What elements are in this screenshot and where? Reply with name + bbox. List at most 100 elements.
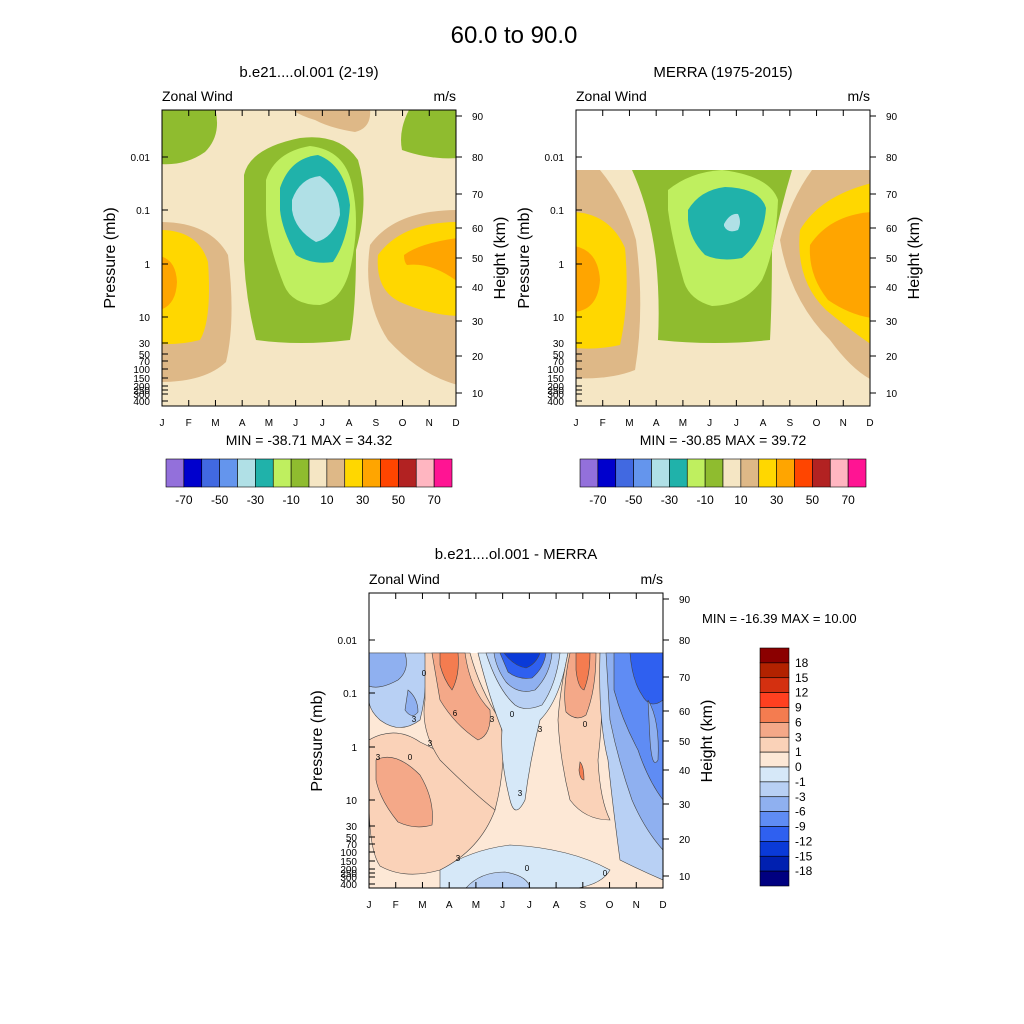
panel-merra-axes: J F M A M J J A S O N D0.010.1110305070100150200250… [545,110,898,429]
colorbar-label: -6 [795,805,806,819]
colorbar-box [308,458,328,488]
x-tick-label: M [418,900,426,911]
x-tick-label: S [372,418,379,429]
y-tick-label: 0.01 [338,636,358,647]
colorbar-box [776,458,795,488]
y2-tick-label: 90 [472,112,484,123]
colorbar-box [794,458,813,488]
y2-tick-label: 20 [886,352,898,363]
panel-model-colorbar: -70 -50 -30 -10 10 30 50 70 [165,458,453,507]
y-tick-label: 0.1 [343,689,357,700]
colorbar-label: -12 [795,834,813,848]
colorbar-label: 1 [795,745,802,759]
x-tick-label: O [813,418,821,429]
panel-diff-ylabel-right: Height (km) [699,700,716,783]
colorbar-label: 18 [795,656,809,670]
panel-diff: b.e21....ol.001 - MERRA Zonal Wind m/s [309,546,857,911]
colorbar-box [686,458,706,488]
colorbar-label: -18 [795,864,813,878]
y-tick-label: 1 [558,260,564,271]
x-tick-label: M [679,418,687,429]
colorbar-label: -50 [211,493,229,507]
panel-merra-variable: Zonal Wind [576,88,647,104]
x-tick-label: A [346,418,353,429]
y2-tick-label: 90 [886,112,898,123]
contour-label: 0 [603,869,608,878]
panel-merra-field [576,110,870,406]
colorbar-label: 30 [356,493,370,507]
colorbar-box [847,458,867,488]
colorbar-label: -30 [661,493,679,507]
colorbar-label: -10 [282,493,300,507]
x-tick-label: A [553,900,560,911]
y-tick-label: 300 [547,390,564,401]
colorbar-box [219,458,238,488]
y-tick-label: 10 [346,796,358,807]
colorbar-label: 70 [841,493,855,507]
x-tick-label: A [653,418,660,429]
colorbar-label: 10 [320,493,334,507]
colorbar-box [669,458,688,488]
colorbar-box [380,458,399,488]
colorbar-box [759,677,790,693]
colorbar-box [759,736,790,753]
panel-model-ylabel: Pressure (mb) [102,207,119,308]
colorbar-box [290,458,310,488]
colorbar-box [255,458,274,488]
colorbar-label: 9 [795,701,802,715]
colorbar-box [615,458,634,488]
colorbar-label: 15 [795,671,809,685]
panel-diff-variable: Zonal Wind [369,571,440,587]
y2-tick-label: 40 [679,766,691,777]
colorbar-box [759,811,790,827]
y-tick-label: 50 [346,833,358,844]
y2-tick-label: 80 [472,153,484,164]
colorbar-box [759,722,790,738]
contour-label: 3 [518,789,523,798]
panel-merra-units: m/s [847,88,870,104]
x-tick-label: F [186,418,192,429]
y-tick-label: 100 [133,365,150,376]
colorbar-box [183,458,203,488]
x-tick-label: J [574,418,579,429]
y2-tick-label: 90 [679,595,691,606]
y-tick-label: 30 [553,339,565,350]
panel-model-ylabel-right: Height (km) [492,217,509,300]
y-tick-label: 250 [340,869,357,880]
x-tick-label: N [633,900,640,911]
y2-tick-label: 60 [472,224,484,235]
x-tick-label: D [452,418,459,429]
y-tick-label: 0.01 [131,153,151,164]
contour-label: 0 [422,669,427,678]
colorbar-label: -70 [175,493,193,507]
colorbar-label: -10 [696,493,714,507]
x-tick-label: J [500,900,505,911]
x-tick-label: A [239,418,246,429]
colorbar-label: 3 [795,730,802,744]
colorbar-label: 30 [770,493,784,507]
x-tick-label: J [320,418,325,429]
x-tick-label: J [367,900,372,911]
colorbar-label: -50 [625,493,643,507]
y2-tick-label: 20 [679,835,691,846]
y-tick-label: 200 [133,382,150,393]
colorbar-box [165,458,185,488]
colorbar-box [758,458,777,488]
panel-merra-ylabel-right: Height (km) [906,217,923,300]
panel-model-axes: J F M A M J J A S O N D0.010.1110305070100150200250… [131,110,484,429]
colorbar-box [759,707,790,723]
colorbar-box [812,458,831,488]
y-tick-label: 0.01 [545,153,565,164]
colorbar-label: -30 [247,493,265,507]
y2-tick-label: 70 [886,190,898,201]
colorbar-label: -15 [795,849,813,863]
panel-merra: MERRA (1975-2015) Zonal Wind m/s J F M A M J J… [516,64,923,507]
colorbar-box [759,870,790,887]
x-tick-label: N [840,418,847,429]
contour-label: 0 [525,864,530,873]
contour-label: 0 [583,720,588,729]
y2-tick-label: 50 [886,254,898,265]
colorbar-box [326,458,346,488]
x-tick-label: J [160,418,165,429]
